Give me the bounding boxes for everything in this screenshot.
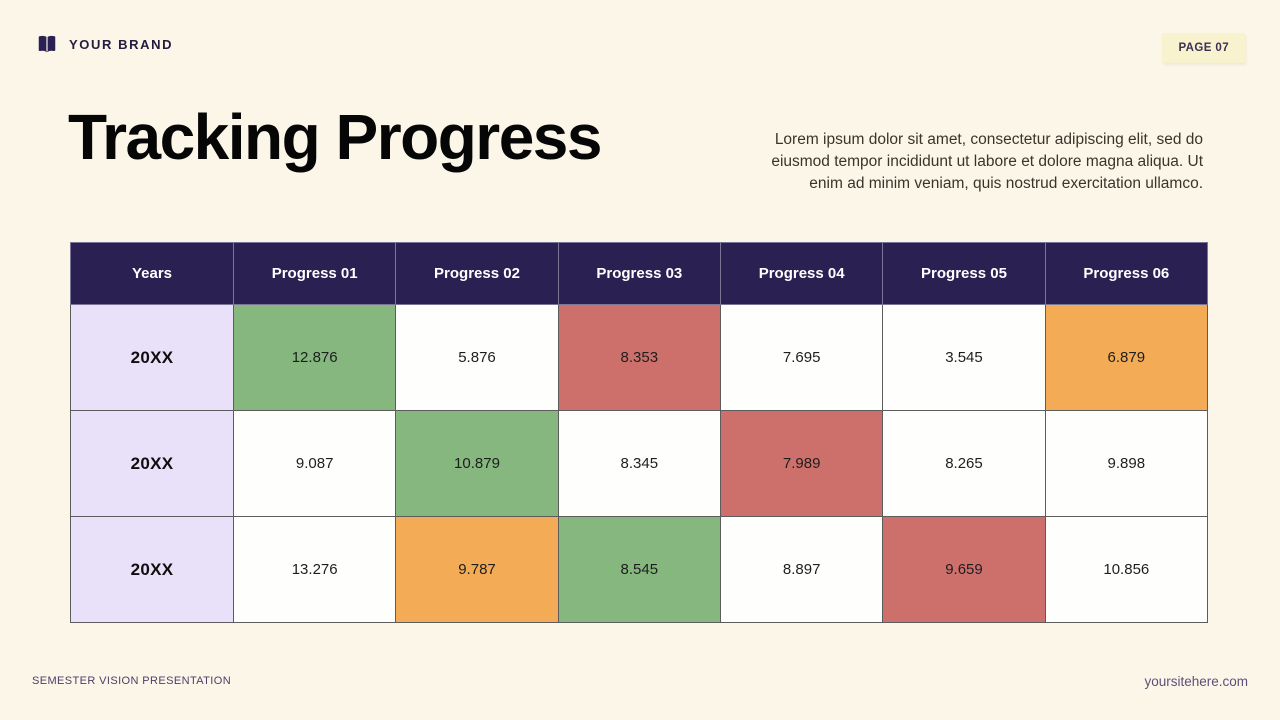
value-cell: 9.087 — [232, 410, 397, 517]
value-cell: 7.989 — [719, 410, 884, 517]
value-cell: 10.856 — [1044, 516, 1209, 623]
value-cell: 8.545 — [557, 516, 721, 623]
value-cell: 9.659 — [882, 516, 1046, 623]
value-cell: 13.276 — [232, 516, 397, 623]
progress-table-container: Years Progress 01 Progress 02 Progress 03 Pr… — [70, 242, 1209, 623]
table-row: 20XX 13.276 9.787 8.545 8.897 9.659 10.856 — [70, 516, 1209, 623]
footer-presentation-label: SEMESTER VISION PRESENTATION — [32, 675, 232, 687]
value-cell: 12.876 — [232, 304, 397, 411]
brand: YOUR BRAND — [36, 33, 173, 55]
value-cell: 6.879 — [1044, 304, 1209, 411]
column-header: Progress 04 — [719, 242, 884, 305]
value-cell: 7.695 — [719, 304, 884, 411]
column-header: Progress 03 — [557, 242, 721, 305]
value-cell: 8.897 — [719, 516, 884, 623]
description-text: Lorem ipsum dolor sit amet, consectetur … — [771, 131, 1203, 192]
column-header: Progress 06 — [1044, 242, 1209, 305]
value-cell: 9.787 — [395, 516, 559, 623]
footer-site-link[interactable]: yoursitehere.com — [1144, 674, 1248, 689]
table-row: 20XX 12.876 5.876 8.353 7.695 3.545 6.879 — [70, 304, 1209, 411]
brand-name: YOUR BRAND — [69, 36, 174, 52]
value-cell: 10.879 — [395, 410, 559, 517]
year-cell: 20XX — [70, 516, 234, 623]
value-cell: 3.545 — [882, 304, 1046, 411]
table-body: 20XX 12.876 5.876 8.353 7.695 3.545 6.879 20XX 9… — [70, 304, 1209, 623]
value-cell: 9.898 — [1044, 410, 1209, 517]
value-cell: 8.353 — [557, 304, 721, 411]
book-icon — [36, 33, 58, 55]
year-cell: 20XX — [70, 304, 234, 411]
value-cell: 5.876 — [395, 304, 559, 411]
progress-table: Years Progress 01 Progress 02 Progress 03 Pr… — [70, 242, 1209, 623]
column-header: Progress 02 — [395, 242, 559, 305]
value-cell: 8.345 — [557, 410, 721, 517]
table-row: 20XX 9.087 10.879 8.345 7.989 8.265 9.898 — [70, 410, 1209, 517]
year-cell: 20XX — [70, 410, 234, 517]
table-header-row: Years Progress 01 Progress 02 Progress 03 Pr… — [70, 242, 1209, 305]
page-number-badge: PAGE 07 — [1162, 33, 1245, 63]
page-title: Tracking Progress — [68, 101, 602, 173]
column-header: Progress 01 — [232, 242, 397, 305]
column-header: Progress 05 — [882, 242, 1046, 305]
years-column-header: Years — [70, 242, 234, 305]
value-cell: 8.265 — [882, 410, 1046, 517]
